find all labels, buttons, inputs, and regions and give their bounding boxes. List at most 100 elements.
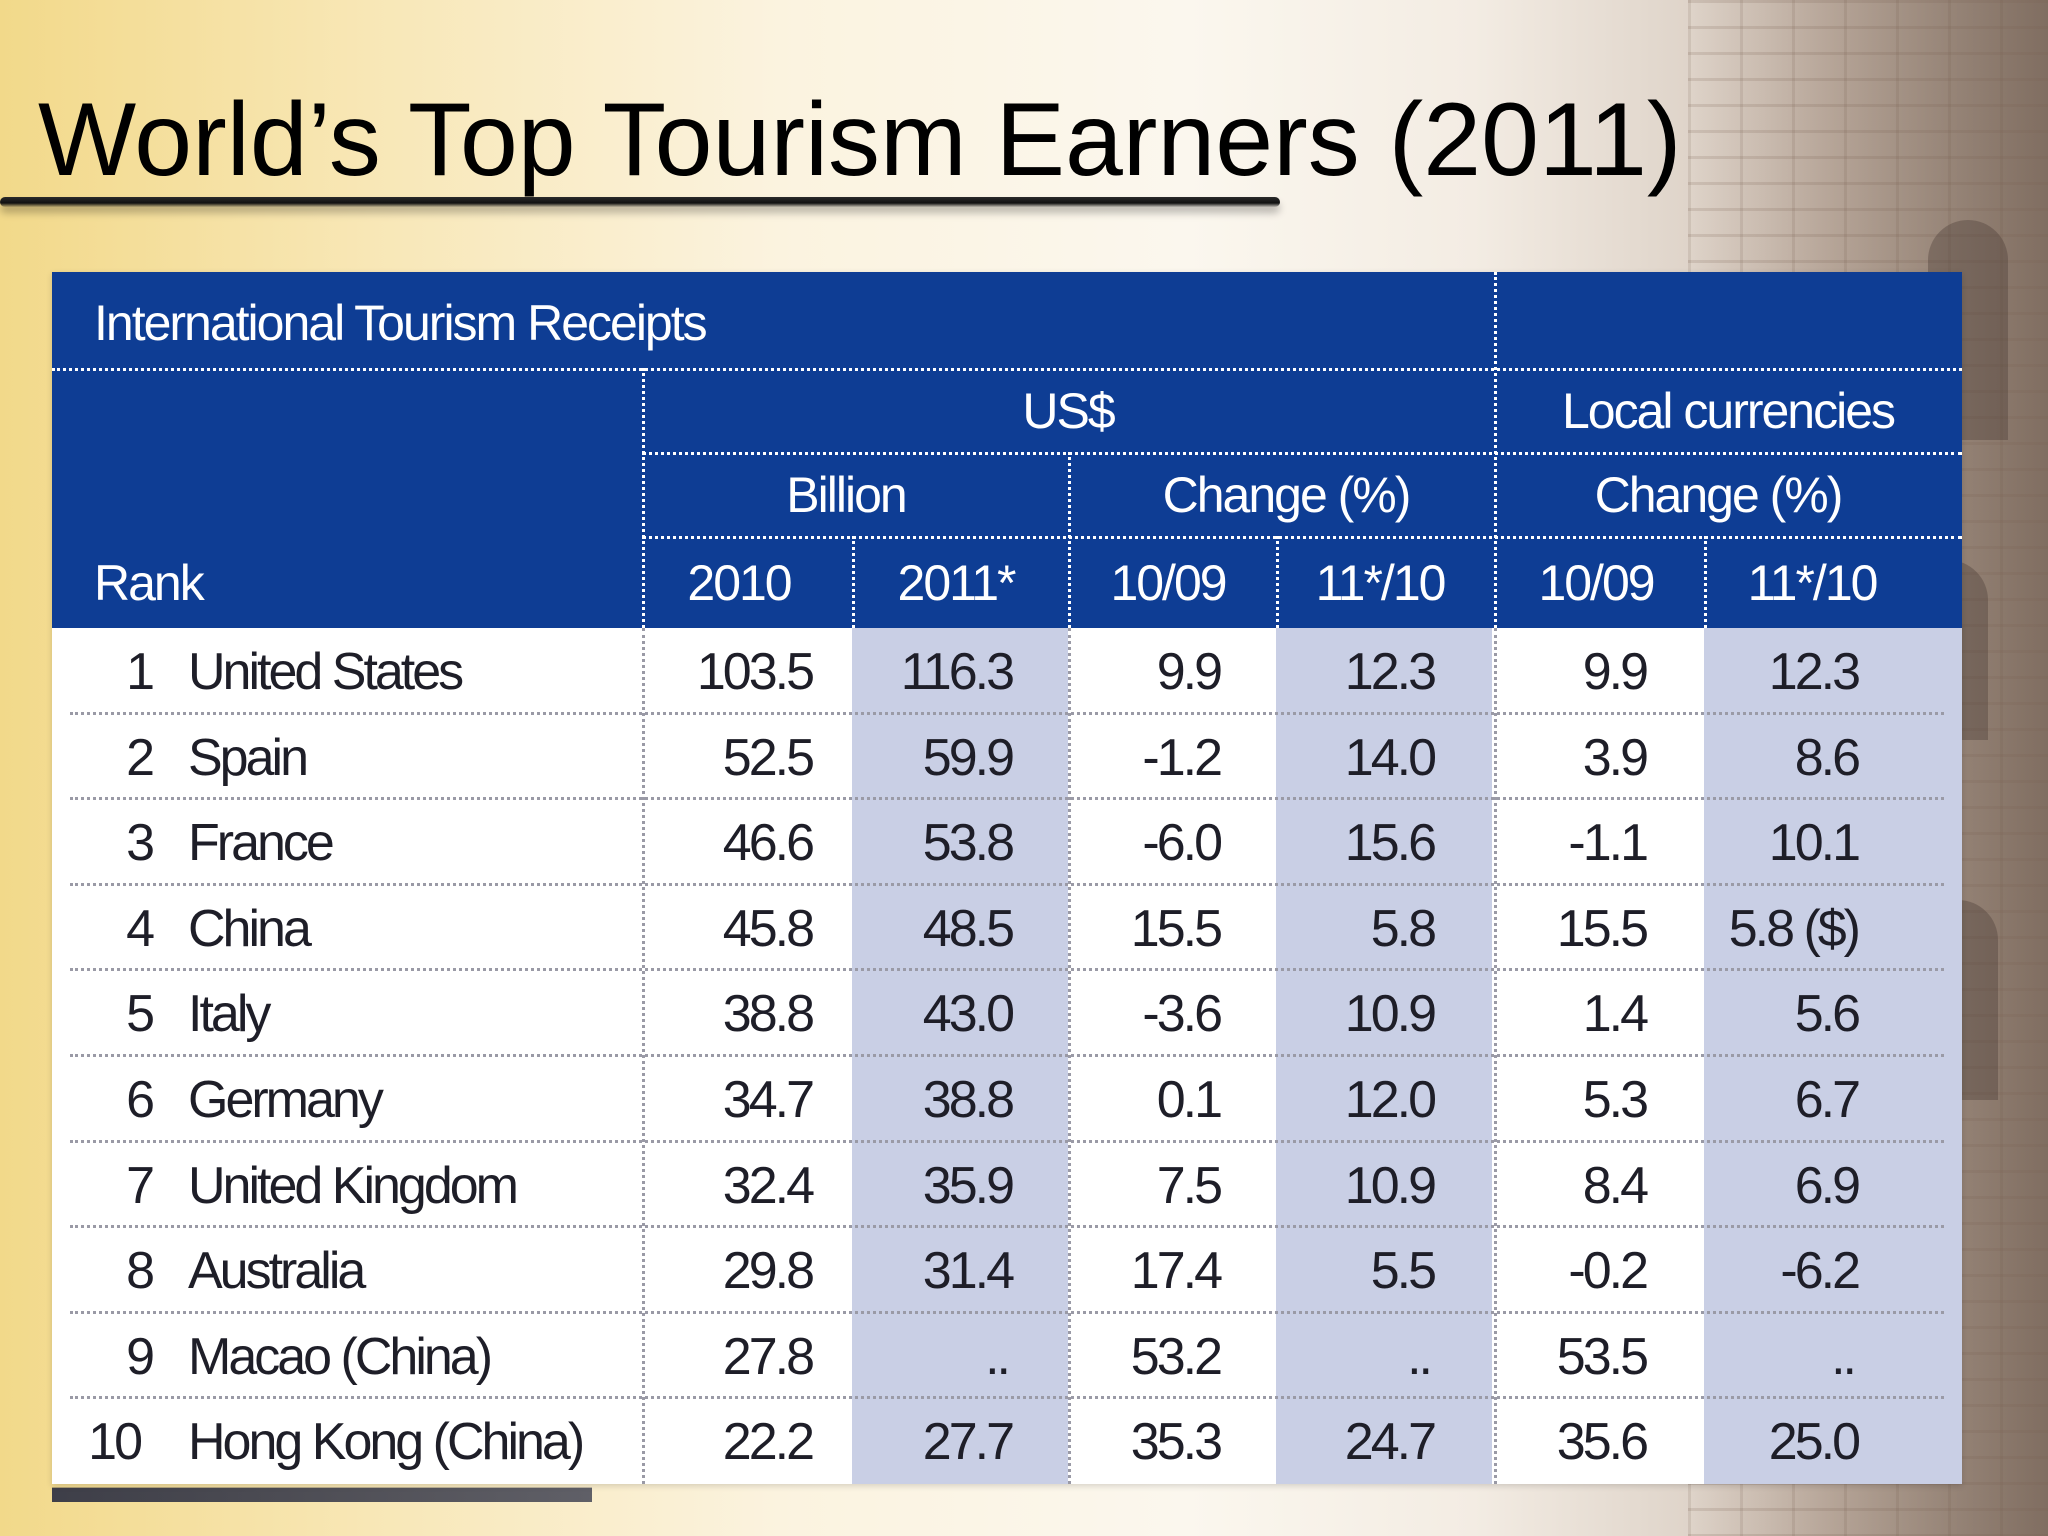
cell-usd-1009: 17.4 — [1130, 1242, 1223, 1301]
rank-cell: 6 — [126, 1071, 155, 1129]
cell-2010: 34.7 — [722, 1071, 815, 1129]
header-usd-1110: 11*/10 — [1315, 555, 1447, 611]
country-cell: Spain — [188, 728, 309, 787]
row-divider — [70, 1396, 1944, 1400]
header-local-1009: 10/09 — [1538, 555, 1655, 611]
cell-usd-1110: .. — [1407, 1327, 1433, 1386]
university-logo-fragment — [52, 1487, 592, 1502]
cell-2010: 103.5 — [696, 643, 815, 701]
row-divider — [70, 1310, 1944, 1314]
cell-local-1009: 1.4 — [1582, 985, 1649, 1044]
header-divider — [1068, 452, 1071, 628]
header-2010: 2010 — [687, 555, 792, 611]
cell-usd-1110: 12.0 — [1344, 1071, 1437, 1129]
cell-usd-1110: 15.6 — [1344, 814, 1437, 873]
cell-usd-1009: 7.5 — [1156, 1156, 1223, 1215]
cell-local-1110: .. — [1831, 1327, 1857, 1386]
country-cell: United States — [188, 643, 464, 701]
rank-cell: 7 — [126, 1156, 155, 1215]
cell-2010: 29.8 — [722, 1242, 815, 1301]
cell-local-1110: 5.8 ($) — [1728, 899, 1861, 958]
cell-usd-1009: -6.0 — [1142, 814, 1223, 873]
cell-usd-1009: -3.6 — [1142, 985, 1223, 1044]
rank-cell: 2 — [126, 728, 155, 787]
cell-usd-1110: 10.9 — [1344, 985, 1437, 1044]
cell-local-1110: 6.9 — [1794, 1156, 1861, 1215]
cell-2011: 53.8 — [922, 814, 1015, 873]
cell-usd-1009: 53.2 — [1130, 1327, 1223, 1386]
cell-usd-1009: 0.1 — [1156, 1071, 1223, 1129]
cell-usd-1110: 14.0 — [1344, 728, 1437, 787]
country-cell: Australia — [188, 1242, 366, 1301]
cell-usd-1110: 5.8 — [1370, 899, 1437, 958]
header-group-local: Local currencies — [1561, 383, 1896, 439]
header-divider — [1494, 272, 1497, 628]
country-cell: Italy — [188, 985, 271, 1044]
cell-usd-1009: -1.2 — [1142, 728, 1223, 787]
header-2011: 2011* — [897, 555, 1017, 611]
cell-2010: 52.5 — [722, 728, 815, 787]
cell-local-1009: 35.6 — [1556, 1413, 1649, 1472]
cell-usd-1009: 15.5 — [1130, 899, 1223, 958]
cell-2011: 116.3 — [900, 643, 1015, 701]
header-divider — [52, 368, 1962, 371]
cell-2011: .. — [985, 1327, 1011, 1386]
cell-2010: 22.2 — [722, 1413, 815, 1472]
rank-cell: 3 — [126, 814, 155, 873]
header-local-1110: 11*/10 — [1747, 555, 1879, 611]
tourism-receipts-table: International Tourism Receipts US$ Local… — [52, 272, 1962, 1484]
header-change-usd: Change (%) — [1162, 467, 1412, 523]
table-caption: International Tourism Receipts — [94, 295, 708, 351]
header-divider — [642, 368, 645, 628]
row-divider — [70, 1225, 1944, 1229]
header-divider — [1276, 536, 1279, 628]
title-underline — [0, 197, 1280, 207]
row-divider — [70, 882, 1944, 886]
cell-2010: 38.8 — [722, 985, 815, 1044]
cell-usd-1009: 9.9 — [1156, 643, 1223, 701]
header-rank: Rank — [94, 555, 205, 611]
country-cell: Germany — [188, 1071, 384, 1129]
rank-cell: 4 — [126, 899, 155, 958]
cell-local-1009: 8.4 — [1582, 1156, 1649, 1215]
cell-local-1110: 5.6 — [1794, 985, 1861, 1044]
slide-title: World’s Top Tourism Earners (2011) — [38, 82, 1682, 198]
cell-local-1009: -0.2 — [1568, 1242, 1649, 1301]
row-divider — [70, 1054, 1944, 1057]
header-group-usd: US$ — [1022, 383, 1115, 439]
cell-usd-1009: 35.3 — [1130, 1413, 1223, 1472]
cell-2011: 27.7 — [922, 1413, 1015, 1472]
row-divider — [70, 711, 1944, 715]
rank-cell: 8 — [126, 1242, 155, 1301]
header-divider — [852, 536, 855, 628]
row-divider — [70, 1139, 1944, 1143]
cell-local-1110: 10.1 — [1768, 814, 1861, 873]
row-divider — [70, 797, 1944, 801]
cell-2011: 38.8 — [922, 1071, 1015, 1129]
cell-2011: 59.9 — [922, 728, 1015, 787]
cell-2011: 35.9 — [922, 1156, 1015, 1215]
rank-cell: 5 — [126, 985, 155, 1044]
rank-cell: 9 — [126, 1327, 155, 1386]
cell-usd-1110: 5.5 — [1370, 1242, 1437, 1301]
row-divider — [70, 968, 1944, 972]
rank-cell: 10 — [88, 1413, 143, 1472]
country-cell: United Kingdom — [188, 1156, 519, 1215]
header-divider — [1704, 536, 1707, 628]
cell-2010: 27.8 — [722, 1327, 815, 1386]
cell-2011: 48.5 — [922, 899, 1015, 958]
cell-2011: 43.0 — [922, 985, 1015, 1044]
cell-local-1009: -1.1 — [1568, 814, 1649, 873]
cell-local-1110: 25.0 — [1768, 1413, 1861, 1472]
cell-local-1009: 53.5 — [1556, 1327, 1649, 1386]
cell-usd-1110: 12.3 — [1344, 643, 1437, 701]
cell-2010: 32.4 — [722, 1156, 815, 1215]
cell-local-1009: 9.9 — [1582, 643, 1649, 701]
cell-local-1009: 15.5 — [1556, 899, 1649, 958]
country-cell: Hong Kong (China) — [188, 1413, 585, 1472]
header-billion: Billion — [786, 467, 907, 523]
cell-local-1110: 12.3 — [1768, 643, 1861, 701]
cell-2010: 46.6 — [722, 814, 815, 873]
country-cell: Macao (China) — [188, 1327, 493, 1386]
cell-usd-1110: 24.7 — [1344, 1413, 1437, 1472]
